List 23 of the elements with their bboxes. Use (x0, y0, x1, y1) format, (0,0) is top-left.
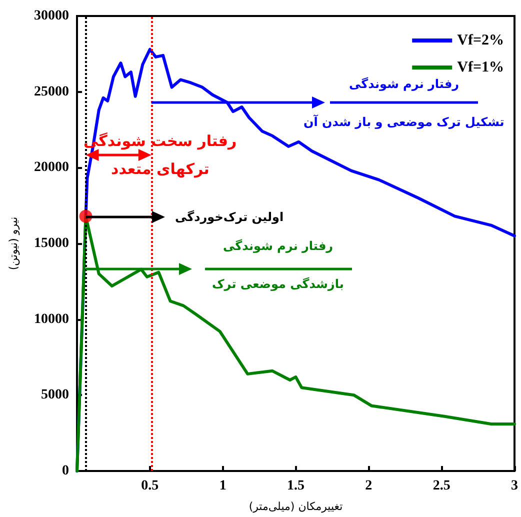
legend-label: Vf=2% (457, 32, 504, 48)
x-tick-label: 1.5 (287, 478, 304, 494)
y-tick-label: 30000 (34, 8, 69, 24)
x-tick-label: 0.5 (141, 478, 159, 494)
x-tick-label: 2 (365, 478, 372, 494)
annotation: اولین ترک‌خوردگی (175, 210, 284, 224)
annotation: بازشدگی موضعی ترک (212, 277, 344, 291)
annotation: تشکیل ترک موضعی و باز شدن آن (304, 115, 504, 129)
y-tick-label: 20000 (34, 160, 69, 176)
y-tick-label: 0 (62, 464, 69, 478)
annotation: رفتار نرم شوندگی (223, 239, 334, 253)
x-tick-label: 2.5 (432, 478, 450, 494)
x-tick-label: 3 (511, 478, 518, 494)
y-tick-label: 10000 (34, 312, 69, 327)
legend-label: Vf=1% (457, 60, 504, 76)
y-axis-title: نیرو (نیوتن) (7, 216, 20, 270)
y-tick-label: 5000 (41, 388, 69, 403)
x-tick-label: 1 (219, 478, 226, 494)
x-axis-title: تغییرمکان (میلی‌متر) (248, 500, 343, 513)
annotation: ترکهای متعدد (111, 160, 210, 178)
y-tick-label: 25000 (34, 84, 69, 100)
annotation: رفتار نرم شوندگی (349, 77, 460, 91)
y-tick-label: 15000 (34, 236, 69, 251)
